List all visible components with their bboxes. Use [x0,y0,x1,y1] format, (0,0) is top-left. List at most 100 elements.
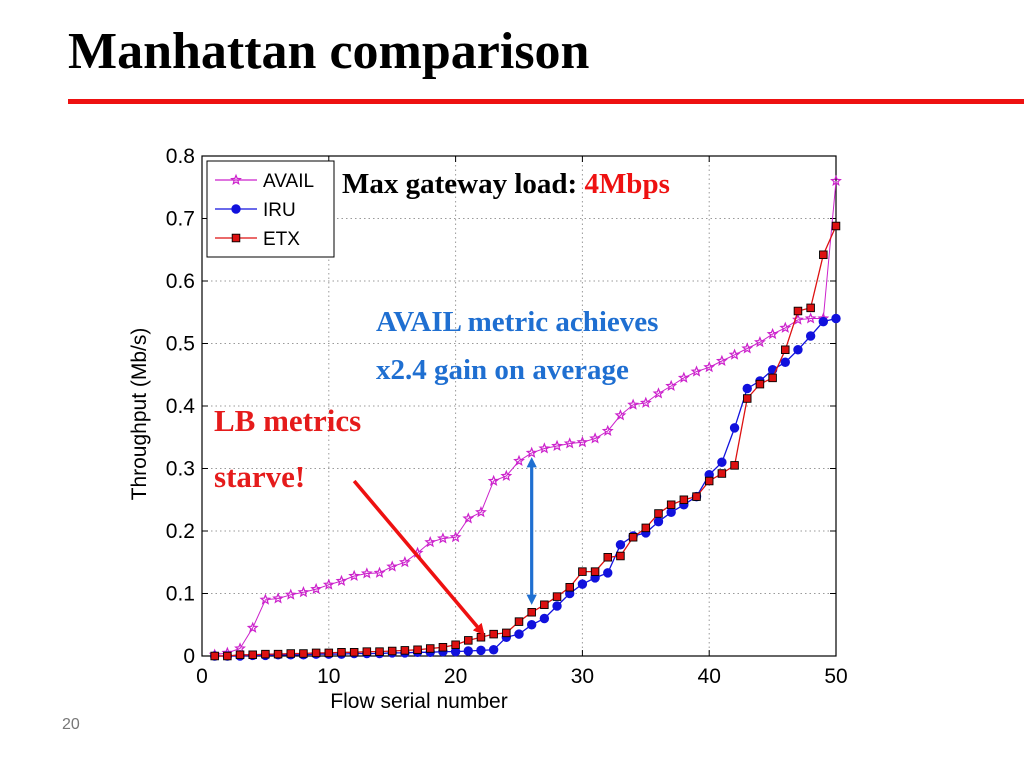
avail-gain-annotation: AVAIL metric achieves x2.4 gain on avera… [376,298,658,394]
etx-data-point [273,649,283,659]
avail-data-point [500,469,513,482]
max-load-label: Max gateway load: [342,168,585,200]
etx-data-point [755,379,765,389]
chart-series [208,174,842,661]
etx-data-point [806,303,815,313]
legend-swatch-marker [231,204,241,214]
iru-data-point [577,579,588,589]
avail-data-point [589,432,602,444]
avail-data-point [728,348,741,360]
y-tick-label: 0.3 [166,458,195,481]
etx-data-point [793,306,803,316]
x-tick-label: 30 [571,665,594,688]
starve-arrow [352,479,485,636]
avail-data-point [360,567,373,579]
avail-gain-line-1: AVAIL metric achieves [376,306,659,338]
avail-data-point [639,396,652,408]
etx-data-point [464,636,473,645]
avail-data-point [246,621,259,633]
etx-data-point [451,640,460,650]
etx-data-point [387,646,397,656]
iru-data-point [526,620,537,630]
iru-data-point [666,507,676,517]
avail-data-point [297,586,310,598]
avail-data-point [538,442,551,454]
etx-data-point [590,567,600,576]
avail-data-point [766,327,779,340]
avail-data-point [690,365,703,377]
etx-data-point [438,643,448,652]
iru-data-point [603,568,613,578]
etx-data-point [717,469,727,478]
etx-data-point [502,628,511,638]
etx-data-point [299,649,308,658]
x-tick-label: 50 [824,665,847,688]
avail-data-point [715,354,728,367]
iru-data-point [488,645,499,655]
etx-data-point [730,461,739,470]
etx-data-point [476,633,486,642]
max-load-value: 4Mbps [584,168,670,200]
y-tick-label: 0.6 [166,270,195,293]
avail-data-point [259,593,272,605]
lb-starve-line-1: LB metrics [214,403,362,438]
iru-data-point [514,629,524,639]
avail-data-point [551,439,563,452]
legend-swatch-marker [230,173,242,186]
legend-entry-iru: IRU [215,200,296,221]
iru-data-point [818,316,829,327]
etx-data-point [425,644,435,653]
title-rule [68,99,1024,104]
legend-entry-avail: AVAIL [215,171,314,192]
avail-data-point [272,592,285,604]
y-tick-label: 0.7 [166,208,195,231]
lb-starve-annotation: LB metrics starve! [214,393,361,505]
legend-entry-etx: ETX [215,229,300,250]
etx-data-point [704,476,714,486]
y-tick-label: 0 [183,645,195,668]
etx-data-point [679,495,689,505]
etx-data-point [210,651,219,661]
etx-data-point [552,592,562,601]
etx-data-point [578,567,587,576]
iru-data-point [780,357,790,367]
etx-data-point [831,221,841,231]
etx-data-point [628,533,638,542]
x-tick-label: 10 [317,665,340,688]
avail-data-point [614,409,627,421]
avail-data-point [677,371,690,383]
y-tick-label: 0.4 [166,395,196,418]
avail-data-point [665,379,678,392]
legend-swatch-marker [231,233,241,243]
avail-gain-line-2: x2.4 gain on average [376,354,629,386]
etx-data-point [540,600,549,610]
etx-data-point [324,648,334,658]
etx-data-point [235,650,245,660]
avail-data-point [386,560,399,572]
y-tick-label: 0.2 [166,520,195,543]
avail-data-point [310,582,323,595]
iru-data-point [742,383,752,394]
etx-data-point [489,629,498,639]
iru-data-point [793,345,803,355]
avail-data-point [830,174,842,187]
avail-data-point [779,321,792,333]
max-gateway-load-annotation: Max gateway load: 4Mbps [342,168,670,201]
etx-data-point [781,345,790,355]
etx-data-point [375,647,384,656]
etx-data-point [616,551,625,561]
avail-data-point [513,454,525,467]
iru-data-point [717,457,727,467]
lb-starve-line-2: starve! [214,459,306,494]
iru-data-point [539,613,550,624]
avail-data-point [475,506,487,518]
avail-data-point [487,474,500,487]
avail-data-point [284,588,297,600]
etx-data-point [527,608,536,617]
avail-data-point [436,532,449,544]
etx-data-point [819,250,828,259]
avail-data-point [627,398,640,410]
avail-data-point [525,446,538,458]
etx-data-point [742,394,752,403]
y-tick-label: 0.1 [166,583,195,606]
